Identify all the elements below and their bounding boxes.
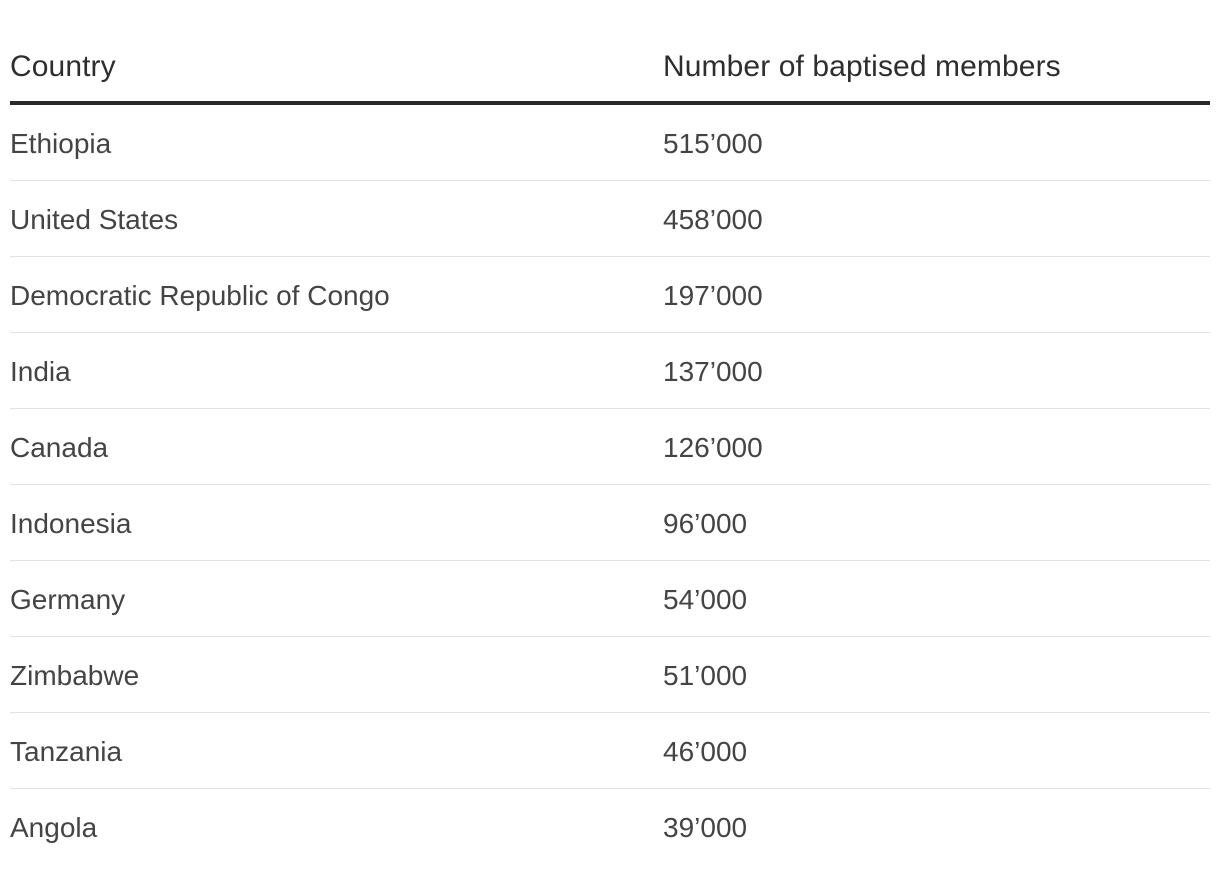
members-table: Country Number of baptised members Ethio… bbox=[10, 0, 1210, 864]
country-cell: India bbox=[10, 356, 71, 387]
table-row: Indonesia 96’000 bbox=[10, 485, 1210, 561]
table-row: Germany 54’000 bbox=[10, 561, 1210, 637]
members-cell: 96’000 bbox=[663, 508, 748, 539]
members-cell: 39’000 bbox=[663, 812, 748, 843]
members-cell: 54’000 bbox=[663, 584, 748, 615]
table-row: Canada 126’000 bbox=[10, 409, 1210, 485]
country-cell: Angola bbox=[10, 812, 98, 843]
table-row: Zimbabwe 51’000 bbox=[10, 637, 1210, 713]
table-row: Angola 39’000 bbox=[10, 789, 1210, 864]
table-row: India 137’000 bbox=[10, 333, 1210, 409]
country-cell: United States bbox=[10, 204, 179, 235]
country-cell: Indonesia bbox=[10, 508, 132, 539]
column-header-country: Country bbox=[10, 50, 116, 83]
country-cell: Canada bbox=[10, 432, 109, 463]
members-cell: 515’000 bbox=[663, 128, 763, 159]
country-cell: Ethiopia bbox=[10, 128, 112, 159]
table-row: United States 458’000 bbox=[10, 181, 1210, 257]
members-cell: 51’000 bbox=[663, 660, 748, 691]
table-row: Democratic Republic of Congo 197’000 bbox=[10, 257, 1210, 333]
country-cell: Democratic Republic of Congo bbox=[10, 280, 390, 311]
country-cell: Tanzania bbox=[10, 736, 123, 767]
members-cell: 126’000 bbox=[663, 432, 763, 463]
country-cell: Germany bbox=[10, 584, 126, 615]
table-row: Tanzania 46’000 bbox=[10, 713, 1210, 789]
column-header-members: Number of baptised members bbox=[663, 50, 1061, 83]
table-row: Ethiopia 515’000 bbox=[10, 105, 1210, 181]
members-cell: 137’000 bbox=[663, 356, 763, 387]
members-cell: 46’000 bbox=[663, 736, 748, 767]
members-cell: 197’000 bbox=[663, 280, 763, 311]
members-cell: 458’000 bbox=[663, 204, 763, 235]
table-header-row: Country Number of baptised members bbox=[10, 0, 1210, 105]
country-cell: Zimbabwe bbox=[10, 660, 140, 691]
